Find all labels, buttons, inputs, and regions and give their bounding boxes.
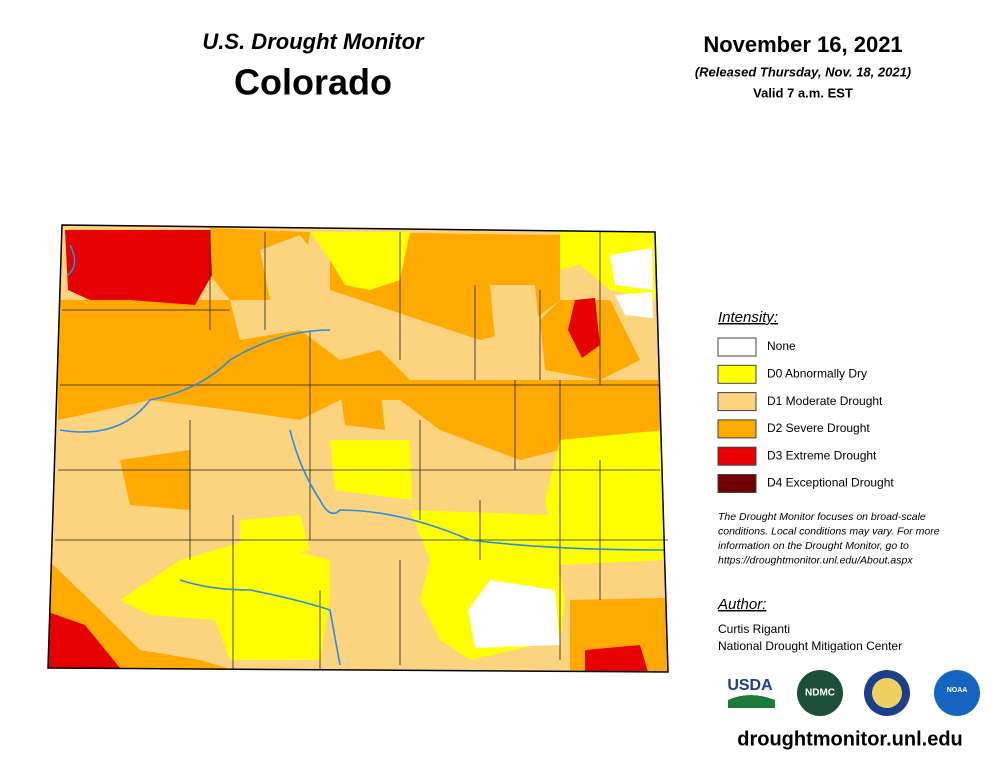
legend-note: The Drought Monitor focuses on broad-sca… <box>718 511 940 567</box>
commerce-logo-inner <box>872 678 902 708</box>
drought-region <box>610 248 653 290</box>
usda-logo: USDA <box>727 677 773 694</box>
drought-region <box>120 450 190 510</box>
state-border <box>47 224 669 673</box>
noaa-logo: NOAA <box>947 687 968 694</box>
valid-time: Valid 7 a.m. EST <box>753 85 853 100</box>
legend-label: D1 Moderate Drought <box>767 394 883 408</box>
legend-title: Intensity: <box>718 309 778 326</box>
author-name: Curtis Riganti <box>718 622 790 636</box>
drought-region <box>310 232 410 290</box>
usda-logo-mark <box>728 695 775 708</box>
county-lines <box>55 230 668 670</box>
noaa-logo-mark <box>934 670 980 716</box>
drought-region <box>490 285 540 340</box>
drought-region <box>240 515 310 560</box>
legend-swatch <box>717 446 757 466</box>
drought-region <box>58 300 660 460</box>
legend-label: D3 Extreme Drought <box>767 448 877 462</box>
legend-swatch <box>717 337 757 357</box>
legend-swatch <box>717 364 757 384</box>
legend-label: D0 Abnormally Dry <box>767 366 867 380</box>
legend-swatch <box>717 392 757 412</box>
legend-label: D2 Severe Drought <box>767 421 870 435</box>
drought-region <box>568 298 600 358</box>
drought-region <box>545 430 666 565</box>
legend: None D0 Abnormally Dry D1 Moderate Drought… <box>717 337 894 493</box>
map-date: November 16, 2021 <box>703 32 902 57</box>
drought-region <box>120 540 330 660</box>
rivers <box>59 244 666 666</box>
drought-region <box>355 540 385 570</box>
state-map <box>47 224 669 673</box>
drought-region <box>48 612 120 670</box>
note-line: The Drought Monitor focuses on broad-sca… <box>718 511 926 523</box>
state-name: Colorado <box>234 62 392 103</box>
release-date: (Released Thursday, Nov. 18, 2021) <box>695 64 911 79</box>
drought-region <box>340 385 385 430</box>
author-title: Author: <box>717 596 766 613</box>
drought-region <box>260 235 320 300</box>
logos: USDA NDMC NOAA <box>727 670 980 716</box>
legend-label: None <box>767 339 796 353</box>
note-line: https://droughtmonitor.unl.edu/About.asp… <box>718 554 913 566</box>
ndmc-logo-mark <box>797 670 843 716</box>
drought-region <box>585 645 648 672</box>
drought-region <box>468 580 560 648</box>
map-title: U.S. Drought Monitor <box>202 29 425 54</box>
legend-swatch <box>717 419 757 439</box>
drought-region <box>615 292 653 318</box>
note-line: information on the Drought Monitor, go t… <box>718 540 909 552</box>
ndmc-logo: NDMC <box>805 688 835 699</box>
note-line: conditions. Local conditions may vary. F… <box>718 525 940 537</box>
author-org: National Drought Mitigation Center <box>718 639 902 653</box>
drought-region <box>65 230 212 305</box>
legend-label: D4 Exceptional Drought <box>767 476 894 490</box>
legend-swatch <box>717 474 757 493</box>
site-url[interactable]: droughtmonitor.unl.edu <box>737 728 963 750</box>
